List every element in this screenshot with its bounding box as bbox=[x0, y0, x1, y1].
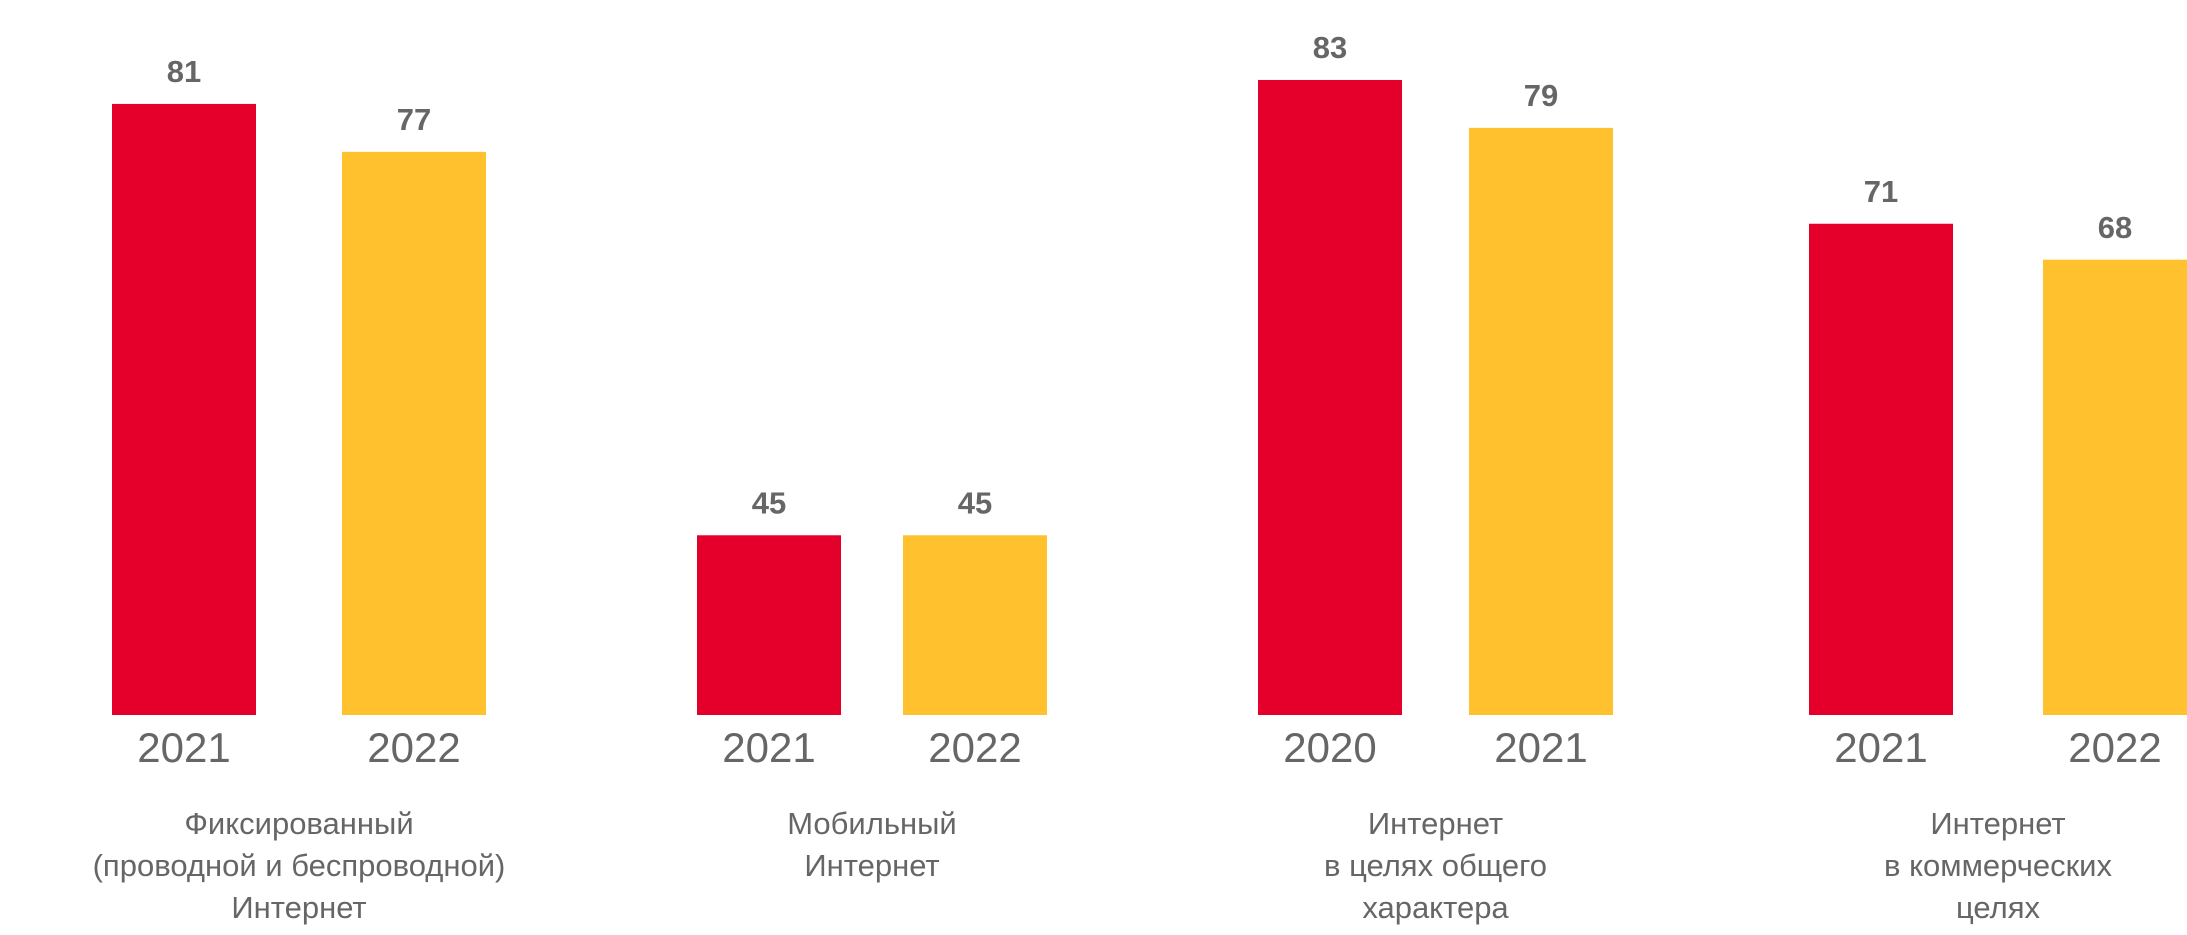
bar bbox=[342, 151, 486, 715]
group-label: характера bbox=[1362, 890, 1509, 925]
bar bbox=[903, 535, 1047, 715]
group-label: Интернет bbox=[804, 848, 939, 883]
bar bbox=[1258, 79, 1402, 716]
x-tick-label: 2021 bbox=[1834, 724, 1927, 771]
bar bbox=[1809, 223, 1953, 715]
bar bbox=[697, 535, 841, 715]
group-label: Фиксированный bbox=[184, 806, 413, 841]
x-tick-label: 2021 bbox=[137, 724, 230, 771]
group-label: Интернет bbox=[231, 890, 366, 925]
bar bbox=[2043, 259, 2187, 715]
value-label: 77 bbox=[397, 102, 431, 137]
group-label: Интернет bbox=[1368, 806, 1503, 841]
value-label: 68 bbox=[2098, 210, 2132, 245]
x-tick-label: 2021 bbox=[1494, 724, 1587, 771]
value-label: 79 bbox=[1524, 78, 1558, 113]
x-tick-label: 2021 bbox=[722, 724, 815, 771]
x-tick-label: 2022 bbox=[928, 724, 1021, 771]
group-label: (проводной и беспроводной) bbox=[93, 848, 506, 883]
x-tick-label: 2022 bbox=[367, 724, 460, 771]
value-label: 45 bbox=[958, 485, 992, 520]
group-label: в коммерческих bbox=[1884, 848, 2112, 883]
group-label: Интернет bbox=[1930, 806, 2065, 841]
group-label: целях bbox=[1956, 890, 2040, 925]
value-label: 81 bbox=[167, 54, 201, 89]
value-label: 83 bbox=[1313, 30, 1347, 65]
bar bbox=[112, 103, 256, 716]
value-label: 45 bbox=[752, 485, 786, 520]
x-tick-label: 2020 bbox=[1283, 724, 1376, 771]
group-label: в целях общего bbox=[1324, 848, 1547, 883]
x-tick-label: 2022 bbox=[2068, 724, 2161, 771]
value-label: 71 bbox=[1864, 174, 1898, 209]
bar bbox=[1469, 127, 1613, 715]
group-label: Мобильный bbox=[787, 806, 956, 841]
